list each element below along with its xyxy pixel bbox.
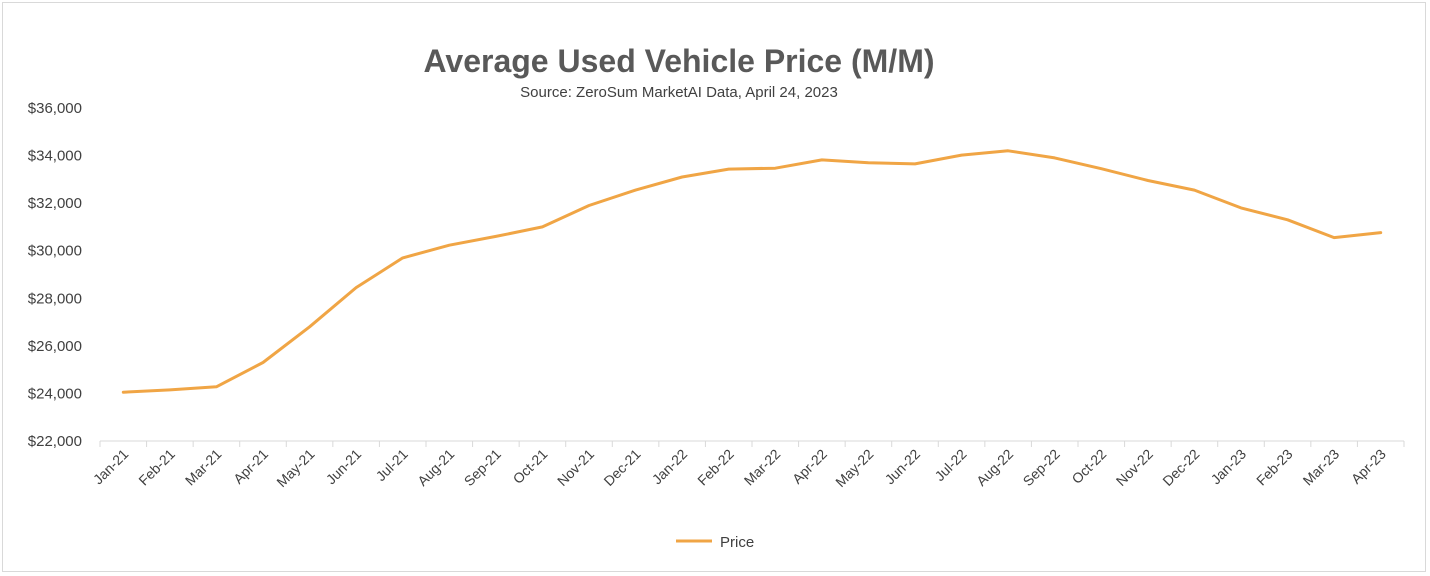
legend-label-price: Price bbox=[720, 534, 754, 551]
x-tick-label: Jan-23 bbox=[1208, 446, 1250, 488]
x-tick-label: Nov-21 bbox=[554, 446, 597, 489]
x-tick-label: Sep-21 bbox=[461, 446, 504, 489]
x-tick-label: Feb-23 bbox=[1253, 446, 1296, 489]
y-tick-label: $24,000 bbox=[28, 385, 82, 402]
legend: Price bbox=[676, 534, 754, 551]
x-tick-label: Jan-21 bbox=[90, 446, 132, 488]
y-tick-label: $32,000 bbox=[28, 195, 82, 212]
x-tick-label: Mar-23 bbox=[1300, 446, 1343, 489]
x-tick-label: Oct-22 bbox=[1068, 446, 1109, 487]
x-tick-label: Aug-21 bbox=[414, 446, 457, 489]
chart-title: Average Used Vehicle Price (M/M) bbox=[423, 43, 934, 79]
x-tick-label: Dec-22 bbox=[1159, 446, 1202, 489]
x-tick-label: Nov-22 bbox=[1113, 446, 1156, 489]
x-tick-label: Jun-21 bbox=[323, 446, 365, 488]
x-tick-label: Jan-22 bbox=[649, 446, 691, 488]
x-tick-label: Jul-21 bbox=[373, 446, 411, 484]
y-tick-label: $30,000 bbox=[28, 243, 82, 260]
y-tick-label: $34,000 bbox=[28, 148, 82, 165]
y-tick-label: $28,000 bbox=[28, 290, 82, 307]
y-tick-label: $26,000 bbox=[28, 338, 82, 355]
x-tick-label: Jun-22 bbox=[882, 446, 924, 488]
x-tick-label: May-21 bbox=[273, 446, 317, 490]
x-tick-label: Aug-22 bbox=[973, 446, 1016, 489]
x-tick-label: Jul-22 bbox=[931, 446, 969, 484]
y-tick-label: $22,000 bbox=[28, 433, 82, 450]
x-axis: Jan-21 Feb-21 Mar-21 Apr-21 May-21 Jun-21 Jul-… bbox=[90, 440, 1405, 490]
x-tick-label: Apr-23 bbox=[1348, 446, 1389, 487]
series-group bbox=[121, 149, 1383, 394]
chart-subtitle: Source: ZeroSum MarketAI Data, April 24,… bbox=[520, 84, 838, 101]
x-tick-label: Apr-21 bbox=[230, 446, 271, 487]
x-tick-label: Mar-22 bbox=[741, 446, 784, 489]
x-tick-label: Dec-21 bbox=[600, 446, 643, 489]
x-tick-label: May-22 bbox=[832, 446, 876, 490]
x-tick-label: Mar-21 bbox=[182, 446, 225, 489]
x-tick-label: Apr-22 bbox=[789, 446, 830, 487]
x-tick-label: Sep-22 bbox=[1020, 446, 1063, 489]
x-tick-label: Oct-21 bbox=[510, 446, 551, 487]
x-tick-label: Feb-22 bbox=[694, 446, 737, 489]
y-axis: $22,000 $24,000 $26,000 $28,000 $30,000 $32,0… bbox=[28, 100, 82, 450]
series-line-price bbox=[121, 149, 1383, 394]
y-tick-label: $36,000 bbox=[28, 100, 82, 117]
x-tick-label: Feb-21 bbox=[135, 446, 178, 489]
